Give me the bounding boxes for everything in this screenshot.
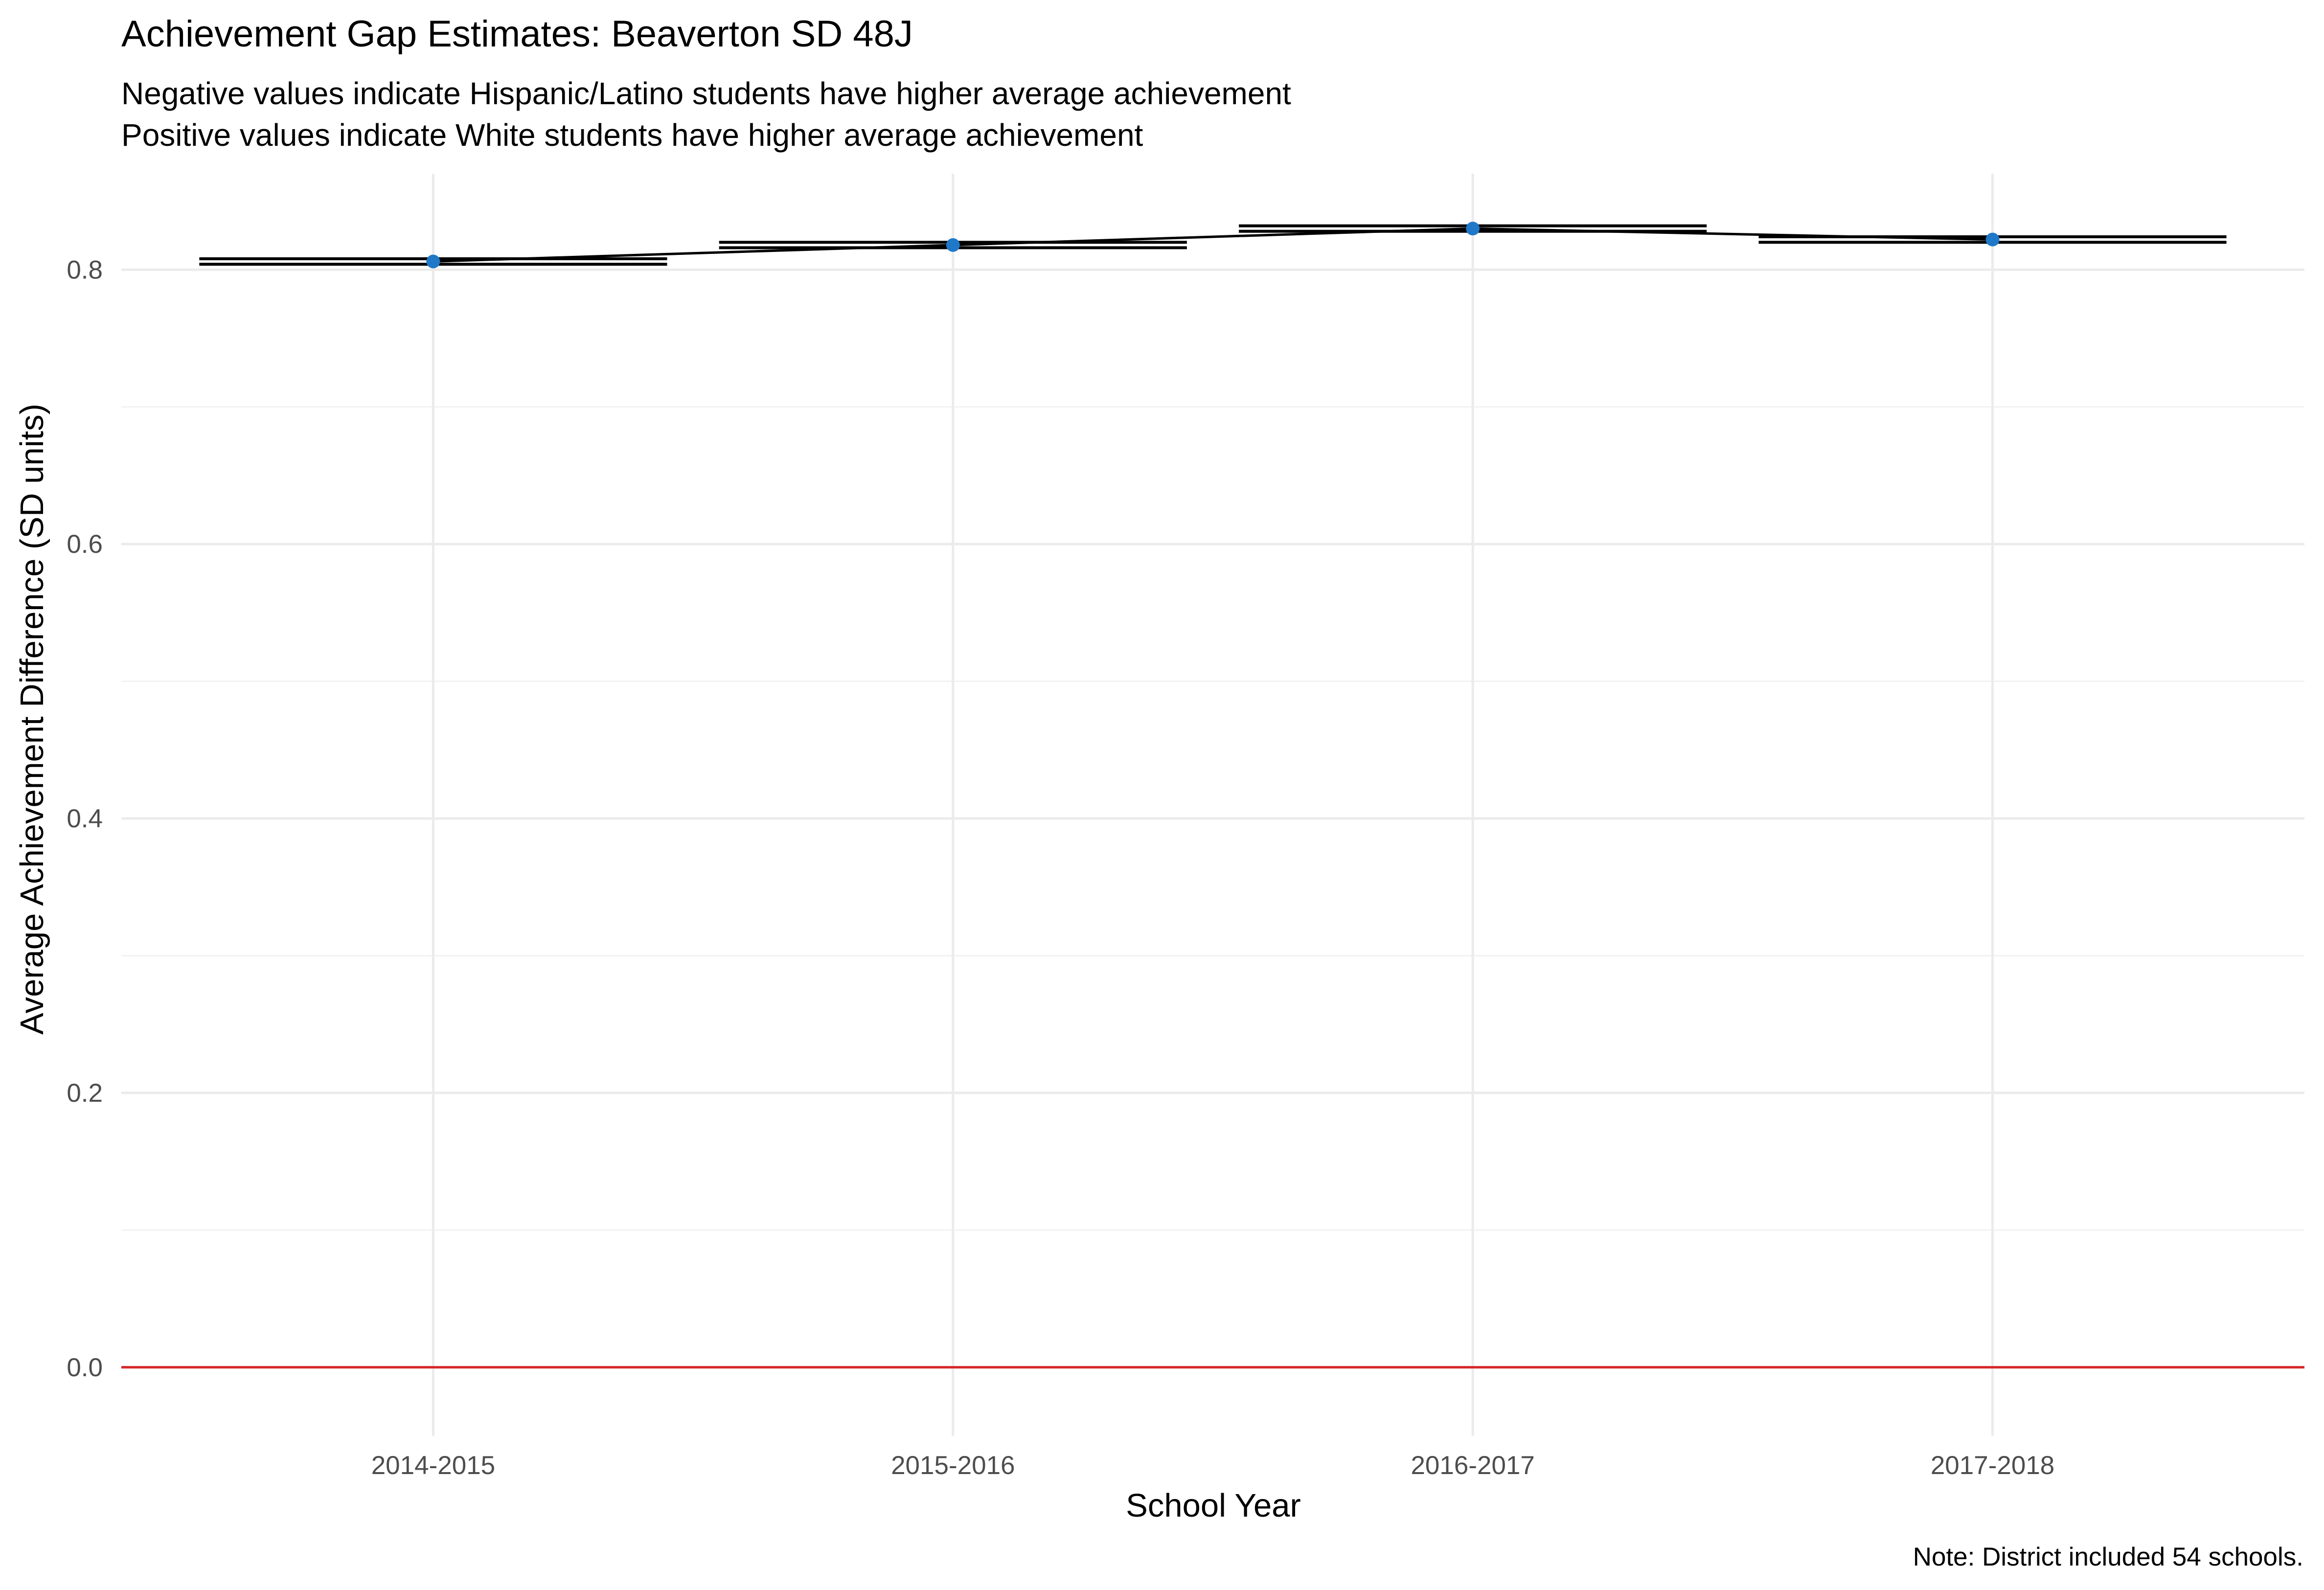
chart-subtitle-line-2: Positive values indicate White students … (121, 117, 1143, 153)
chart-subtitle-line-1: Negative values indicate Hispanic/Latino… (121, 76, 1291, 111)
plot-area: 0.0 0.2 0.4 0.6 0.8 2014-2015 2015-2016 2016-20… (67, 174, 2304, 1480)
caption-note: Note: District included 54 schools. (1913, 1543, 2303, 1571)
x-tick-label: 2014-2015 (371, 1451, 495, 1480)
x-tick-label: 2015-2016 (891, 1451, 1015, 1480)
x-tick-label: 2016-2017 (1411, 1451, 1534, 1480)
y-tick-label: 0.8 (67, 255, 103, 284)
y-tick-label: 0.4 (67, 804, 103, 833)
trend-line (433, 227, 1993, 263)
x-axis-title: School Year (1126, 1487, 1301, 1524)
y-tick-label: 0.2 (67, 1079, 103, 1108)
data-point (946, 238, 960, 252)
y-axis-title: Average Achievement Difference (SD units… (14, 404, 50, 1035)
data-point (426, 254, 440, 269)
x-tick-label: 2017-2018 (1931, 1451, 2054, 1480)
data-point (1466, 222, 1480, 236)
data-point (1985, 232, 2000, 247)
y-tick-label: 0.6 (67, 530, 103, 559)
chart-title: Achievement Gap Estimates: Beaverton SD … (121, 13, 913, 55)
y-tick-label: 0.0 (67, 1353, 103, 1382)
